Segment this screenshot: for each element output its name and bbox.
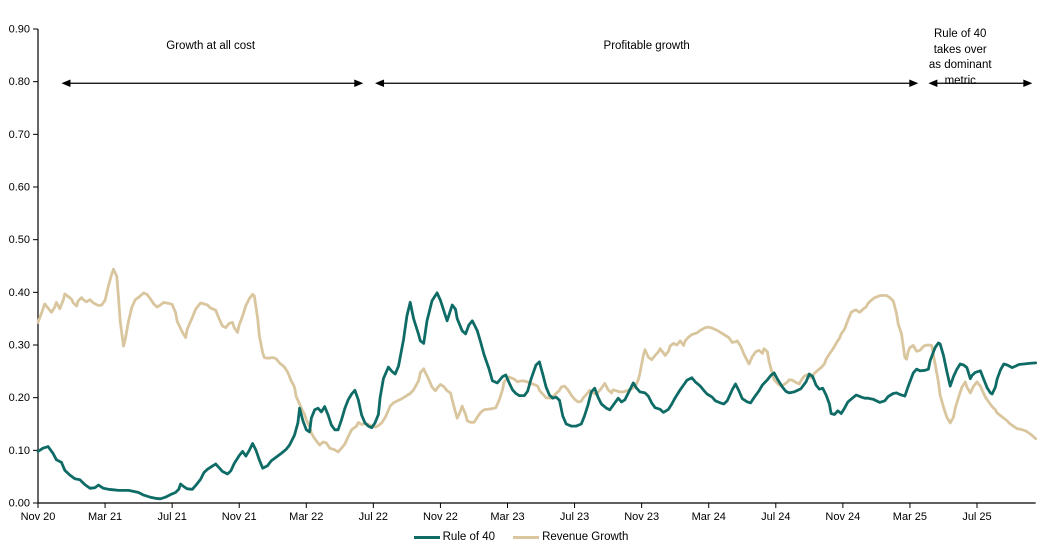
y-tick-label: 0.00 (9, 498, 30, 510)
legend-item-rule-of-40: Rule of 40 (413, 531, 496, 543)
legend-label-rule-of-40: Rule of 40 (442, 531, 496, 543)
legend-item-revenue-growth: Revenue Growth (513, 531, 628, 543)
legend-swatch-revenue-growth (513, 535, 540, 539)
y-tick-label: 0.30 (9, 340, 30, 352)
x-tick-label: Nov 24 (825, 511, 860, 523)
annotation-profitable-growth: Profitable growth (603, 40, 690, 52)
y-tick-label: 0.10 (9, 445, 30, 457)
x-tick-label: Mar 23 (490, 511, 524, 523)
legend: Rule of 40 Revenue Growth (0, 531, 1042, 543)
era-arrow-head-left (375, 79, 385, 88)
x-tick-label: Jul 25 (962, 511, 991, 523)
legend-label-revenue-growth: Revenue Growth (542, 531, 629, 543)
era-arrow-head-left (61, 79, 71, 88)
y-tick-label: 0.60 (9, 182, 30, 194)
x-tick-label: Nov 22 (423, 511, 458, 523)
y-tick-label: 0.90 (9, 24, 30, 36)
x-tick-label: Mar 21 (88, 511, 122, 523)
x-tick-label: Jul 22 (359, 511, 388, 523)
annotation-rule-of-40-takes-over: Rule of 40 takes over as dominant metric (928, 28, 992, 87)
y-tick-label: 0.80 (9, 76, 30, 88)
legend-swatch-rule-of-40 (413, 535, 440, 539)
y-tick-label: 0.70 (9, 129, 30, 141)
y-tick-label: 0.20 (9, 392, 30, 404)
x-tick-label: Mar 24 (692, 511, 726, 523)
x-tick-label: Nov 23 (624, 511, 659, 523)
series-line-rule-of-40 (36, 291, 1038, 501)
era-arrow-head-right (354, 79, 364, 88)
series-line-revenue-growth (36, 267, 1038, 454)
annotation-growth-at-all-cost: Growth at all cost (166, 40, 256, 52)
x-tick-label: Jul 23 (560, 511, 589, 523)
x-tick-label: Jul 21 (157, 511, 186, 523)
era-arrow-head-right (1023, 79, 1033, 88)
y-tick-label: 0.50 (9, 234, 30, 246)
y-tick-label: 0.40 (9, 287, 30, 299)
x-tick-label: Nov 20 (21, 511, 56, 523)
x-tick-label: Nov 21 (222, 511, 257, 523)
era-arrow-head-right (909, 79, 919, 88)
era-arrow-head-left (928, 79, 938, 88)
x-tick-label: Mar 22 (289, 511, 323, 523)
x-tick-label: Jul 24 (761, 511, 790, 523)
x-tick-label: Mar 25 (893, 511, 927, 523)
